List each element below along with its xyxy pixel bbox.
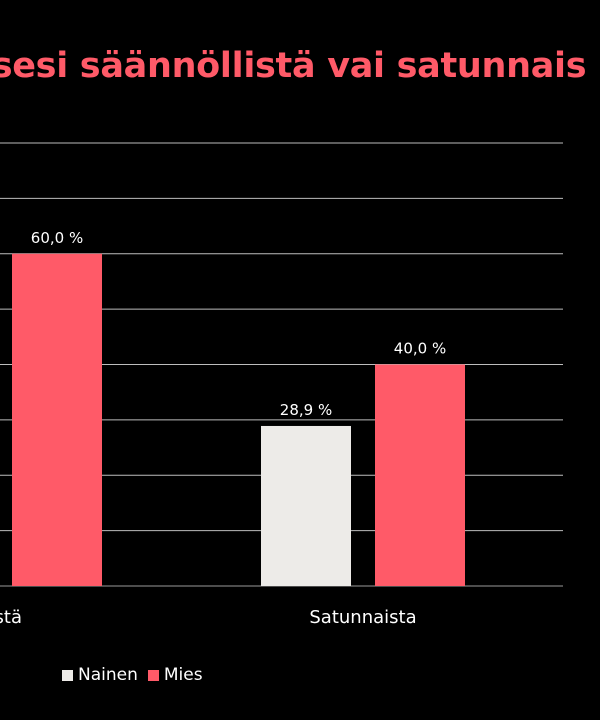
data-label: 60,0 % bbox=[31, 229, 83, 247]
legend-swatch-mies bbox=[147, 669, 159, 681]
bar-mies bbox=[375, 364, 465, 586]
bar-mies bbox=[12, 253, 102, 586]
category-labels: stä Satunnaista bbox=[0, 607, 417, 628]
legend-swatch-nainen bbox=[62, 669, 73, 681]
legend: Nainen Mies bbox=[62, 665, 213, 685]
chart-title: isesi säännöllistä vai satunnais bbox=[0, 46, 587, 86]
legend-label-nainen: Nainen bbox=[78, 665, 138, 685]
data-label: 40,0 % bbox=[394, 340, 446, 358]
legend-item-nainen: Nainen bbox=[62, 665, 138, 685]
data-label: 28,9 % bbox=[280, 401, 332, 419]
bars bbox=[12, 253, 465, 586]
legend-item-mies: Mies bbox=[147, 665, 203, 685]
legend-label-mies: Mies bbox=[163, 665, 203, 685]
category-label: Satunnaista bbox=[309, 607, 416, 628]
bar-nainen bbox=[261, 425, 351, 586]
category-label: stä bbox=[0, 607, 22, 628]
data-labels: 28,9 % 60,0 % 40,0 % bbox=[31, 229, 446, 419]
